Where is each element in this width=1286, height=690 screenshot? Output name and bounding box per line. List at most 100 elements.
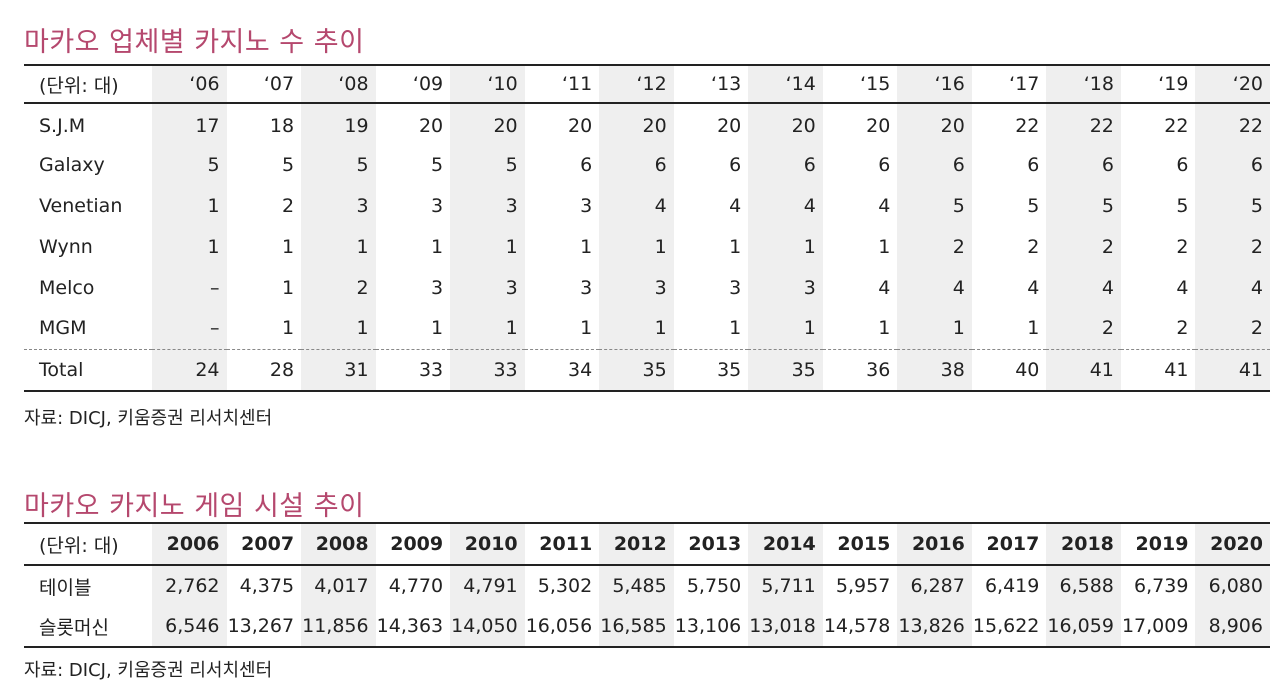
table-cell: 41	[1120, 349, 1196, 392]
table-cell: 4	[1027, 276, 1040, 299]
source-note: 자료: DICJ, 키움증권 리서치센터	[24, 660, 273, 681]
table-cell: 3	[450, 185, 525, 226]
table-cell: 2	[1046, 226, 1121, 267]
table-cell: 14,578	[822, 606, 898, 648]
table-cell: 17	[152, 103, 227, 144]
table-cell: 6,588	[1046, 565, 1121, 606]
table-cell: 6,546	[152, 606, 227, 648]
year-header: 2006	[152, 522, 227, 566]
table-cell: 1	[971, 308, 1047, 350]
table-cell: 5	[897, 185, 972, 226]
table-cell: 6	[599, 144, 674, 185]
table-row: Venetian 1 2 3 3 3 3 4 4 4 4 5 5 5 5 5	[24, 185, 1270, 226]
table-cell: 3	[599, 267, 674, 308]
year-header: ‘13	[673, 64, 749, 104]
year-header: 2016	[897, 522, 972, 566]
table-cell: 16,059	[1046, 606, 1121, 648]
table-row: 테이블 2,762 4,375 4,017 4,770 4,791 5,302 …	[24, 565, 1270, 606]
casino-count-table: (단위: 대) ‘06 ‘07 ‘08 ‘09 ‘10 ‘11 ‘12 ‘13 …	[24, 64, 1270, 392]
year-header: ‘12	[599, 64, 674, 104]
table-cell: 4,770	[388, 575, 444, 597]
table-cell: 19	[301, 103, 376, 144]
table-cell: 6	[1046, 144, 1121, 185]
table-cell: 20	[748, 103, 823, 144]
table-cell: 3	[301, 185, 376, 226]
table-cell: 1	[152, 226, 227, 267]
table-cell: 4	[878, 276, 891, 299]
table-cell: 4	[1195, 267, 1270, 308]
table-row: Wynn 1 1 1 1 1 1 1 1 1 1 2 2 2 2 2	[24, 226, 1270, 267]
year-header: 2013	[673, 522, 749, 566]
table-cell: 3	[580, 194, 593, 217]
total-row: Total 24 28 31 33 33 34 35 35 35 36 38 4…	[24, 349, 1270, 392]
table-cell: 17,009	[1120, 606, 1196, 648]
row-label: Venetian	[39, 194, 123, 217]
table-cell: 6,080	[1195, 565, 1270, 606]
table-cell: 4	[748, 185, 823, 226]
table-cell: 1	[301, 226, 376, 267]
table-cell: 5	[152, 144, 227, 185]
year-header: 2015	[822, 522, 898, 566]
table-cell: 13,018	[748, 606, 823, 648]
table-cell: 3	[580, 276, 593, 299]
table-cell: 3	[729, 276, 742, 299]
table-cell: 1	[281, 276, 295, 299]
table-cell: 6	[729, 153, 742, 176]
table-cell: 20	[866, 114, 891, 137]
table-cell: 1	[375, 308, 451, 350]
casino-count-title: 마카오 업체별 카지노 수 추이	[24, 27, 365, 58]
table-cell: 1	[748, 226, 823, 267]
table-cell: 18	[269, 114, 295, 137]
row-label: 테이블	[39, 576, 92, 599]
year-header: ‘18	[1046, 64, 1121, 104]
table-cell: 2	[301, 267, 376, 308]
table-cell: 15,622	[971, 606, 1047, 648]
row-label: MGM	[24, 308, 152, 350]
table-cell: 4	[878, 194, 891, 217]
gaming-facility-title: 마카오 카지노 게임 시설 추이	[24, 491, 365, 522]
table-cell: 4	[897, 267, 972, 308]
source-note: 자료: DICJ, 키움증권 리서치센터	[24, 408, 273, 429]
table-cell: 20	[717, 114, 742, 137]
table-cell: 31	[301, 349, 376, 392]
year-header: 2017	[971, 522, 1047, 566]
table-cell: 2	[1120, 308, 1196, 350]
table-cell: 4,017	[301, 565, 376, 606]
table-cell: 35	[599, 349, 674, 392]
year-header: ‘20	[1195, 64, 1270, 104]
year-header: ‘19	[1120, 64, 1196, 104]
table-cell: 1	[450, 226, 525, 267]
table-cell: 1	[450, 308, 525, 350]
unit-label: (단위: 대)	[24, 64, 152, 104]
table-cell: 14,363	[375, 606, 451, 648]
table-cell: 1	[599, 308, 674, 350]
table-cell: 1	[226, 308, 302, 350]
table-cell: 36	[822, 349, 898, 392]
table-cell: 41	[1046, 349, 1121, 392]
table-cell: 3	[431, 276, 444, 299]
table-cell: 16,585	[599, 606, 674, 648]
table-cell: 35	[673, 349, 749, 392]
table-cell: 2	[1046, 308, 1121, 350]
table-cell: 5	[1176, 194, 1189, 217]
year-header: 2012	[599, 522, 674, 566]
row-label: S.J.M	[39, 114, 86, 137]
year-header: ‘10	[450, 64, 525, 104]
year-header: 2007	[226, 522, 302, 566]
year-header: ‘17	[971, 64, 1047, 104]
table-cell: 11,856	[301, 606, 376, 648]
table-cell: 20	[568, 114, 593, 137]
year-header: 2019	[1120, 522, 1196, 566]
table-cell: 2	[1195, 308, 1270, 350]
year-header: 2020	[1195, 522, 1270, 566]
table-cell: 4	[599, 185, 674, 226]
table-cell: 1	[281, 235, 295, 258]
year-header: ‘06	[152, 64, 227, 104]
table-cell: 16,056	[524, 606, 600, 648]
table-row: S.J.M 17 18 19 20 20 20 20 20 20 20 20 2…	[24, 103, 1270, 144]
table-cell: 1	[580, 235, 593, 258]
table-cell: 4	[1176, 276, 1189, 299]
row-label: Wynn	[39, 235, 93, 258]
table-cell: 5	[431, 153, 444, 176]
table-cell: 20	[599, 103, 674, 144]
